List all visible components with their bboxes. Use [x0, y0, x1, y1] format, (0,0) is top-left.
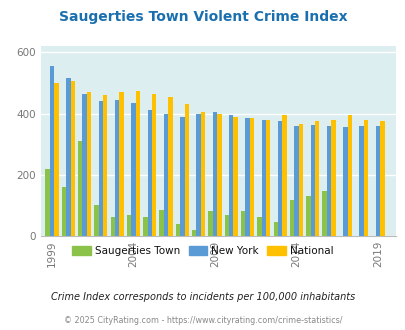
- Bar: [110, 217, 115, 236]
- Bar: [82, 94, 87, 236]
- Bar: [94, 205, 98, 236]
- Bar: [281, 115, 286, 236]
- Bar: [164, 114, 168, 236]
- Bar: [200, 112, 205, 236]
- Bar: [326, 126, 330, 236]
- Bar: [379, 121, 384, 236]
- Bar: [277, 121, 281, 236]
- Legend: Saugerties Town, New York, National: Saugerties Town, New York, National: [68, 242, 337, 260]
- Bar: [322, 191, 326, 236]
- Bar: [257, 217, 261, 236]
- Bar: [347, 115, 351, 236]
- Bar: [159, 210, 164, 236]
- Bar: [151, 94, 156, 236]
- Bar: [78, 141, 82, 236]
- Bar: [289, 200, 294, 236]
- Bar: [310, 125, 314, 236]
- Bar: [184, 104, 188, 236]
- Bar: [192, 230, 196, 236]
- Bar: [240, 211, 245, 236]
- Bar: [50, 66, 54, 236]
- Bar: [208, 211, 212, 236]
- Bar: [143, 217, 147, 236]
- Bar: [70, 82, 75, 236]
- Bar: [314, 121, 319, 236]
- Bar: [330, 120, 335, 236]
- Bar: [135, 90, 140, 236]
- Bar: [127, 214, 131, 236]
- Bar: [66, 78, 70, 236]
- Bar: [98, 101, 103, 236]
- Bar: [175, 224, 180, 236]
- Bar: [54, 83, 58, 236]
- Text: Crime Index corresponds to incidents per 100,000 inhabitants: Crime Index corresponds to incidents per…: [51, 292, 354, 302]
- Bar: [294, 126, 298, 236]
- Bar: [273, 222, 277, 236]
- Bar: [180, 116, 184, 236]
- Bar: [265, 120, 270, 236]
- Bar: [115, 100, 119, 236]
- Bar: [228, 115, 233, 236]
- Bar: [168, 97, 172, 236]
- Bar: [87, 92, 91, 236]
- Bar: [245, 118, 249, 236]
- Bar: [363, 120, 367, 236]
- Text: Saugerties Town Violent Crime Index: Saugerties Town Violent Crime Index: [59, 10, 346, 24]
- Bar: [62, 187, 66, 236]
- Bar: [224, 214, 228, 236]
- Bar: [196, 114, 200, 236]
- Bar: [249, 118, 254, 236]
- Bar: [261, 120, 265, 236]
- Text: © 2025 CityRating.com - https://www.cityrating.com/crime-statistics/: © 2025 CityRating.com - https://www.city…: [64, 316, 341, 325]
- Bar: [119, 92, 124, 236]
- Bar: [298, 124, 302, 236]
- Bar: [233, 116, 237, 236]
- Bar: [305, 196, 310, 236]
- Bar: [375, 126, 379, 236]
- Bar: [147, 111, 151, 236]
- Bar: [103, 95, 107, 236]
- Bar: [131, 103, 135, 236]
- Bar: [212, 112, 217, 236]
- Bar: [358, 126, 363, 236]
- Bar: [342, 127, 347, 236]
- Bar: [217, 114, 221, 236]
- Bar: [45, 169, 50, 236]
